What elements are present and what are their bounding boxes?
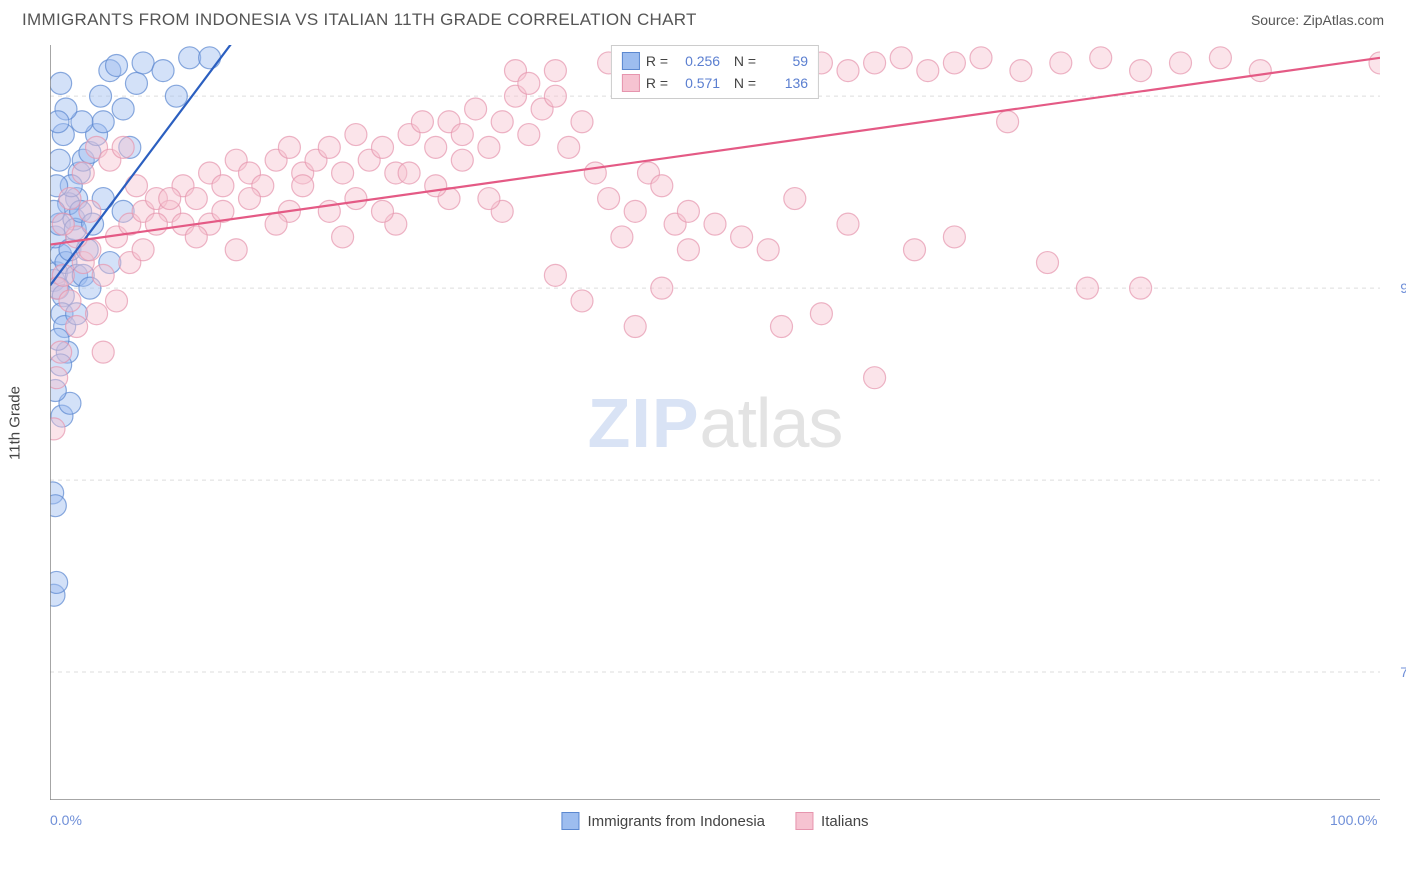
y-axis-label: 11th Grade bbox=[7, 386, 24, 460]
legend-n-value-1: 59 bbox=[762, 53, 808, 69]
source-link[interactable]: ZipAtlas.com bbox=[1303, 12, 1384, 28]
legend-row-series2: R = 0.571 N = 136 bbox=[622, 72, 808, 94]
x-tick-label: 100.0% bbox=[1330, 812, 1377, 828]
legend-r-value-2: 0.571 bbox=[674, 75, 720, 91]
legend-label-1: Immigrants from Indonesia bbox=[587, 813, 765, 830]
legend-n-label: N = bbox=[726, 53, 756, 69]
series-legend: Immigrants from Indonesia Italians bbox=[561, 812, 868, 830]
watermark-part1: ZIP bbox=[588, 384, 700, 462]
legend-r-value-1: 0.256 bbox=[674, 53, 720, 69]
legend-n-value-2: 136 bbox=[762, 75, 808, 91]
legend-r-label: R = bbox=[646, 53, 668, 69]
chart-area: ZIPatlas 11th Grade R = 0.256 N = 59 R =… bbox=[50, 45, 1380, 800]
legend-item-2: Italians bbox=[795, 812, 869, 830]
legend-swatch-bottom-1 bbox=[561, 812, 579, 830]
source-prefix: Source: bbox=[1251, 12, 1303, 28]
legend-swatch-1 bbox=[622, 52, 640, 70]
source-attribution: Source: ZipAtlas.com bbox=[1251, 12, 1384, 28]
legend-row-series1: R = 0.256 N = 59 bbox=[622, 50, 808, 72]
x-tick-label: 0.0% bbox=[50, 812, 82, 828]
watermark: ZIPatlas bbox=[588, 383, 843, 463]
chart-title: IMMIGRANTS FROM INDONESIA VS ITALIAN 11T… bbox=[22, 10, 697, 30]
watermark-part2: atlas bbox=[700, 384, 843, 462]
legend-swatch-bottom-2 bbox=[795, 812, 813, 830]
header: IMMIGRANTS FROM INDONESIA VS ITALIAN 11T… bbox=[0, 0, 1406, 38]
legend-item-1: Immigrants from Indonesia bbox=[561, 812, 765, 830]
y-tick-label: 92.5% bbox=[1385, 280, 1406, 296]
correlation-legend: R = 0.256 N = 59 R = 0.571 N = 136 bbox=[611, 45, 819, 99]
legend-r-label: R = bbox=[646, 75, 668, 91]
legend-swatch-2 bbox=[622, 74, 640, 92]
legend-n-label: N = bbox=[726, 75, 756, 91]
legend-label-2: Italians bbox=[821, 813, 869, 830]
y-tick-label: 77.5% bbox=[1385, 664, 1406, 680]
